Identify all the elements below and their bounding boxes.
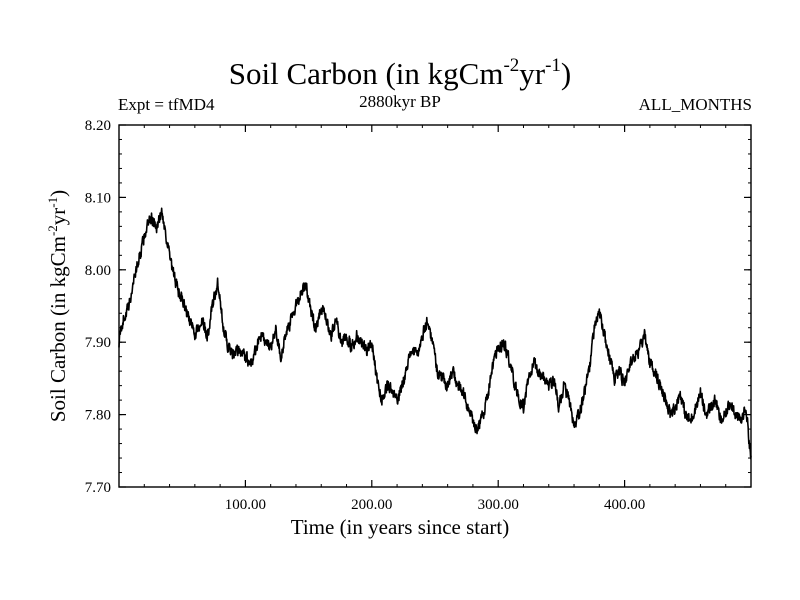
y-tick-label-5: 8.20	[85, 118, 111, 134]
soil-carbon-series-line	[118, 207, 752, 460]
ylabel-mid-text: yr	[46, 207, 70, 226]
y-tick-label-2: 7.90	[85, 335, 111, 351]
x-tick-label-3: 400.00	[604, 497, 645, 513]
x-tick-label-1: 200.00	[351, 497, 392, 513]
title-main-text: Soil Carbon (in kgCm	[228, 56, 504, 91]
title-exponent-1: -2	[503, 55, 520, 76]
title-exponent-2: -1	[545, 55, 561, 76]
plot-area-frame	[118, 124, 752, 488]
title-mid-text: yr	[519, 56, 546, 91]
months-label: ALL_MONTHS	[638, 95, 752, 114]
y-tick-label-0: 7.70	[85, 480, 111, 496]
period-label: 2880kyr BP	[359, 92, 441, 111]
y-tick-label-4: 8.10	[85, 190, 111, 206]
title-end-text: )	[560, 56, 572, 91]
x-tick-label-2: 300.00	[478, 497, 519, 513]
tick-labels: 7.70 7.80 7.90 8.00 8.10 8.20 100.00 200.00 300.…	[85, 118, 645, 513]
x-axis-label: Time (in years since start)	[290, 515, 510, 539]
ylabel-main-text: Soil Carbon (in kgCm	[46, 236, 70, 423]
ylabel-exponent-2: -1	[45, 196, 60, 208]
y-tick-label-3: 8.00	[85, 263, 111, 279]
x-tick-label-0: 100.00	[225, 497, 266, 513]
ylabel-end-text: )	[46, 189, 70, 197]
experiment-label: Expt = tfMD4	[118, 95, 215, 114]
chart-title: Soil Carbon (in kgCm-2yr-1)	[0, 56, 800, 92]
y-axis-label: Soil Carbon (in kgCm-2yr-1)	[45, 189, 70, 423]
ylabel-exponent-1: -2	[45, 225, 60, 237]
y-tick-label-1: 7.80	[85, 408, 111, 424]
